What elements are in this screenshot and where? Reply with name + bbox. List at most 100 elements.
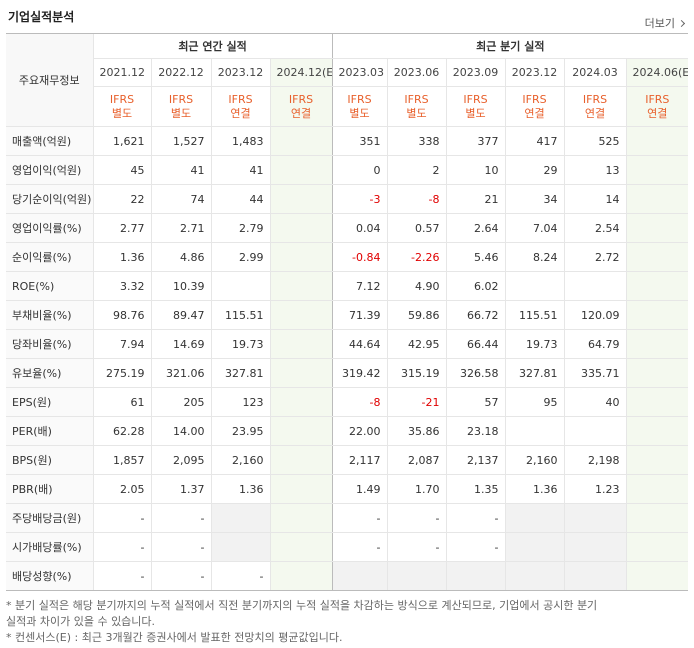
basis-line: IFRS [347, 92, 372, 106]
value-cell [625, 474, 689, 504]
row-label: 부채비율(%) [6, 300, 93, 330]
basis-line: 연결 [230, 106, 251, 120]
value-cell: -21 [386, 387, 447, 417]
section-title: 기업실적분석 [8, 10, 75, 24]
value-cell: - [150, 532, 211, 562]
value-cell [269, 329, 333, 359]
row-label: PER(배) [6, 416, 93, 446]
period: 2024.03 [563, 58, 627, 87]
value-cell [625, 213, 689, 243]
value-cell: 44 [210, 184, 270, 214]
basis-line: 연결 [524, 106, 545, 120]
value-cell: 14 [563, 184, 627, 214]
value-cell: 1.37 [150, 474, 211, 504]
data-row: 유보율(%) 275.19 321.06 327.81 319.42 315.19 326.… [6, 358, 689, 388]
value-cell [625, 358, 689, 388]
value-cell: - [92, 561, 151, 591]
value-cell: 275.19 [92, 358, 151, 388]
data-row: 부채비율(%) 98.76 89.47 115.51 71.39 59.86 66.72 11… [6, 300, 689, 330]
value-cell: 2.72 [563, 242, 627, 272]
value-cell: -2.26 [386, 242, 447, 272]
value-cell: 525 [563, 126, 627, 156]
value-cell: 95 [504, 387, 565, 417]
value-cell: 115.51 [210, 300, 270, 330]
data-row: 주당배당금(원) - - - - - [6, 503, 689, 533]
row-label: 매출액(억원) [6, 126, 93, 156]
value-cell: 115.51 [504, 300, 565, 330]
value-cell [269, 503, 333, 533]
period: 2022.12 [150, 58, 211, 87]
row-label: EPS(원) [6, 387, 93, 417]
value-cell: 338 [386, 126, 447, 156]
value-cell [504, 271, 565, 301]
period: 2024.06(E) [625, 58, 689, 87]
basis-line: 연결 [584, 106, 606, 120]
basis: IFRS 연결 [504, 86, 565, 127]
value-cell [625, 271, 689, 301]
data-row: 당좌비율(%) 7.94 14.69 19.73 44.64 42.95 66.44 19.7… [6, 329, 689, 359]
value-cell: - [92, 532, 151, 562]
value-cell: 8.24 [504, 242, 565, 272]
value-cell: 2.54 [563, 213, 627, 243]
period: 2021.12 [92, 58, 151, 87]
value-cell [210, 532, 270, 562]
value-cell: 98.76 [92, 300, 151, 330]
value-cell: 2,198 [563, 445, 627, 475]
value-cell: 10.39 [150, 271, 211, 301]
value-cell: -3 [331, 184, 388, 214]
row-label: 유보율(%) [6, 358, 93, 388]
basis: IFRS 별도 [386, 86, 447, 127]
basis-line: 별도 [465, 106, 486, 120]
value-cell: - [445, 532, 506, 562]
value-cell: 0.04 [331, 213, 388, 243]
value-cell: - [386, 532, 447, 562]
value-cell [625, 387, 689, 417]
basis-line: IFRS [582, 92, 608, 106]
value-cell [625, 126, 689, 156]
value-cell [269, 474, 333, 504]
value-cell: 2.64 [445, 213, 506, 243]
value-cell: - [210, 561, 270, 591]
value-cell: 4.86 [150, 242, 211, 272]
value-cell: 14.69 [150, 329, 211, 359]
basis-line: 별도 [111, 106, 133, 120]
value-cell: 2,160 [210, 445, 270, 475]
value-cell: 1.49 [331, 474, 388, 504]
value-cell [504, 532, 565, 562]
value-cell: 5.46 [445, 242, 506, 272]
value-cell: 2.05 [92, 474, 151, 504]
value-cell [625, 445, 689, 475]
value-cell: 0.57 [386, 213, 447, 243]
value-cell: 319.42 [331, 358, 388, 388]
value-cell: 377 [445, 126, 506, 156]
value-cell: 40 [563, 387, 627, 417]
value-cell: 327.81 [504, 358, 565, 388]
notes: * 분기 실적은 해당 분기까지의 누적 실적에서 직전 분기까지의 누적 실적… [6, 598, 606, 646]
basis: IFRS 별도 [445, 86, 506, 127]
value-cell: -8 [331, 387, 388, 417]
basis-line: 별도 [349, 106, 370, 120]
basis-line: IFRS [522, 92, 547, 106]
basis-line: IFRS [404, 92, 429, 106]
value-cell: 44.64 [331, 329, 388, 359]
value-cell: 10 [445, 155, 506, 185]
value-cell [210, 503, 270, 533]
value-cell [269, 126, 333, 156]
value-cell: 321.06 [150, 358, 211, 388]
value-cell: - [150, 503, 211, 533]
value-cell: - [386, 503, 447, 533]
value-cell [563, 561, 627, 591]
value-cell [625, 300, 689, 330]
value-cell: 0 [331, 155, 388, 185]
period: 2023.12 [504, 58, 565, 87]
value-cell: 1.70 [386, 474, 447, 504]
row-label: 당기순이익(억원) [6, 184, 93, 214]
more-link[interactable]: 더보기 [645, 15, 684, 31]
data-row: PBR(배) 2.05 1.37 1.36 1.49 1.70 1.35 1.36 1.23 [6, 474, 689, 504]
table-body: 매출액(억원) 1,621 1,527 1,483 351 338 377 417 525 영업이… [6, 126, 689, 591]
value-cell: 22.00 [331, 416, 388, 446]
value-cell: 74 [150, 184, 211, 214]
value-cell [269, 387, 333, 417]
value-cell [269, 155, 333, 185]
basis: IFRS 연결 [269, 86, 333, 127]
